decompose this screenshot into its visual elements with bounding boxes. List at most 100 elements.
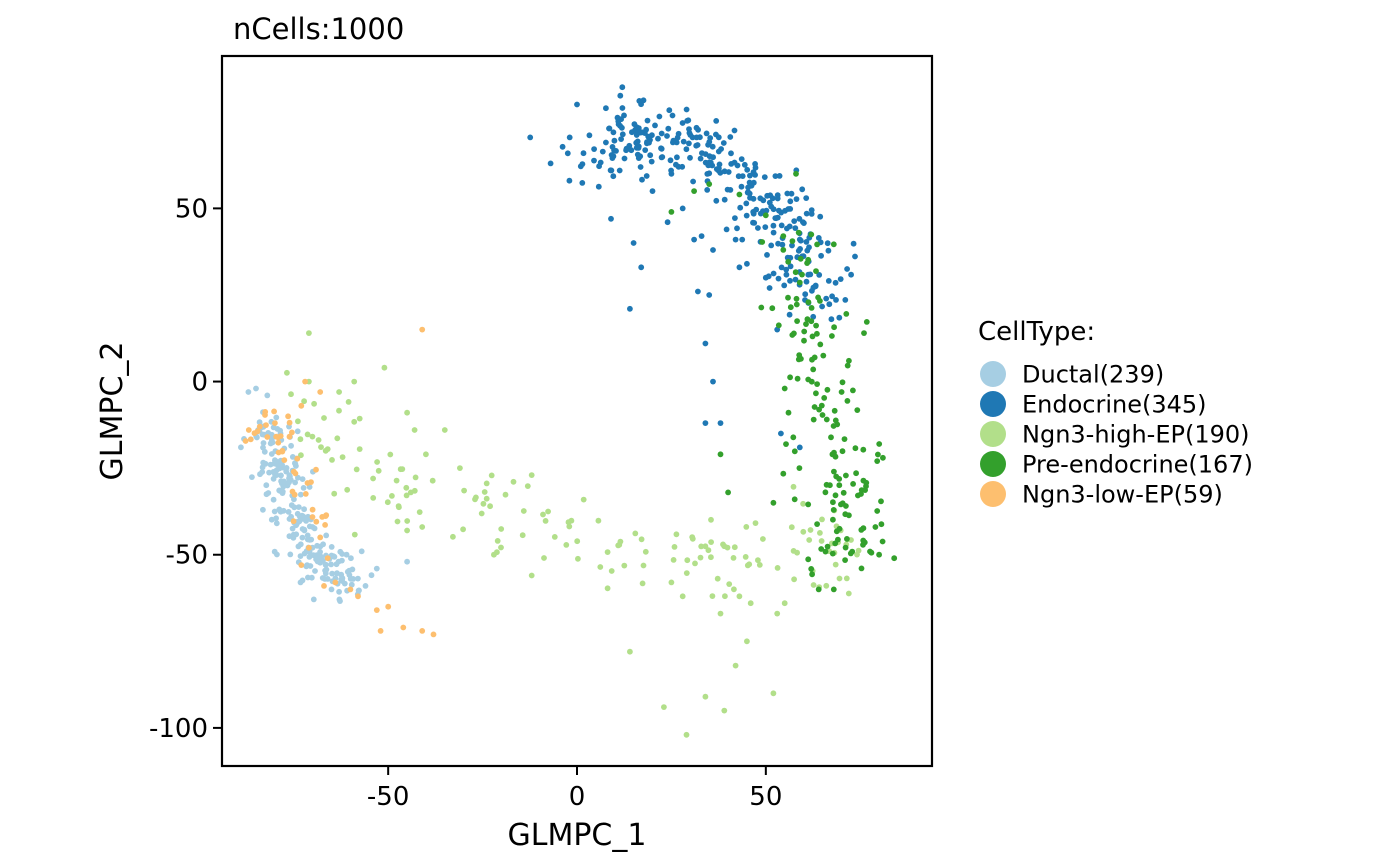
data-point <box>684 557 691 564</box>
data-point <box>743 212 750 219</box>
data-point <box>806 537 813 543</box>
series-1 <box>527 84 858 451</box>
data-point <box>679 120 686 126</box>
data-point <box>664 133 670 139</box>
data-point <box>731 586 737 593</box>
data-point <box>814 241 820 248</box>
plot-panel-border <box>220 54 934 768</box>
data-point <box>268 451 275 457</box>
data-point <box>683 146 690 153</box>
data-point <box>591 157 597 164</box>
data-point <box>860 537 867 544</box>
data-point <box>726 581 733 587</box>
legend-label: Pre-endocrine(167) <box>1022 451 1253 479</box>
data-point <box>317 534 324 541</box>
data-point <box>603 105 609 112</box>
data-point <box>808 211 815 217</box>
data-point <box>778 222 785 229</box>
data-point <box>823 295 830 302</box>
data-point <box>786 223 793 230</box>
data-point <box>333 561 340 568</box>
data-point <box>818 546 825 552</box>
data-point <box>397 466 404 473</box>
data-point <box>793 295 800 302</box>
data-point <box>780 470 787 477</box>
data-point <box>829 293 835 300</box>
data-point <box>805 271 812 278</box>
data-point <box>687 154 693 161</box>
x-tick-label: 50 <box>749 782 782 812</box>
data-point <box>846 357 852 364</box>
data-point <box>780 233 787 240</box>
data-point <box>419 524 426 530</box>
data-point <box>608 568 615 574</box>
data-point <box>498 544 504 551</box>
data-point <box>717 610 724 617</box>
data-point <box>637 164 644 170</box>
data-point <box>797 237 804 244</box>
data-point <box>618 116 624 123</box>
data-point <box>381 364 388 371</box>
data-point <box>687 132 694 138</box>
data-point <box>834 421 841 428</box>
data-point <box>461 487 467 494</box>
data-point <box>265 490 272 496</box>
data-point <box>311 400 317 407</box>
data-point <box>520 508 527 514</box>
data-point <box>334 435 341 442</box>
data-point <box>473 494 479 501</box>
data-point <box>644 117 651 124</box>
data-point <box>891 555 898 562</box>
data-point <box>604 549 611 555</box>
data-point <box>347 586 354 593</box>
data-point <box>301 550 308 557</box>
data-point <box>317 389 324 395</box>
data-point <box>271 408 277 415</box>
data-point <box>710 247 716 253</box>
data-point <box>273 433 280 440</box>
data-point <box>789 242 795 249</box>
data-point <box>844 266 850 272</box>
data-point <box>275 449 282 456</box>
data-point <box>295 504 302 510</box>
data-point <box>441 427 448 433</box>
data-point <box>457 465 463 471</box>
chart-title: nCells:1000 <box>233 12 404 46</box>
data-point <box>358 548 365 555</box>
data-point <box>823 481 830 488</box>
data-point <box>320 557 326 564</box>
legend-label: Ngn3-high-EP(190) <box>1022 421 1249 449</box>
data-point <box>824 386 831 393</box>
data-point <box>746 179 753 186</box>
data-point <box>782 207 788 214</box>
points-layer <box>238 84 898 738</box>
data-point <box>832 561 839 568</box>
data-point <box>826 301 833 308</box>
data-point <box>752 520 759 526</box>
data-point <box>627 648 633 655</box>
data-point <box>669 112 676 119</box>
data-point <box>308 536 315 543</box>
data-point <box>667 157 674 164</box>
y-tick-label: 50 <box>175 194 208 224</box>
data-point <box>791 330 797 337</box>
data-point <box>306 330 312 336</box>
data-point <box>564 150 571 157</box>
data-point <box>858 565 865 572</box>
data-point <box>830 499 836 506</box>
data-point <box>832 453 839 460</box>
data-point <box>724 544 731 551</box>
data-point <box>721 196 728 203</box>
legend-swatch <box>980 421 1006 447</box>
data-point <box>732 236 739 243</box>
data-point <box>322 570 329 577</box>
data-point <box>724 186 731 193</box>
data-point <box>636 98 643 104</box>
data-point <box>714 575 721 582</box>
data-point <box>348 581 355 588</box>
data-point <box>328 586 335 593</box>
data-point <box>846 512 852 519</box>
data-point <box>245 427 252 433</box>
data-point <box>616 167 623 174</box>
data-point <box>813 268 819 274</box>
